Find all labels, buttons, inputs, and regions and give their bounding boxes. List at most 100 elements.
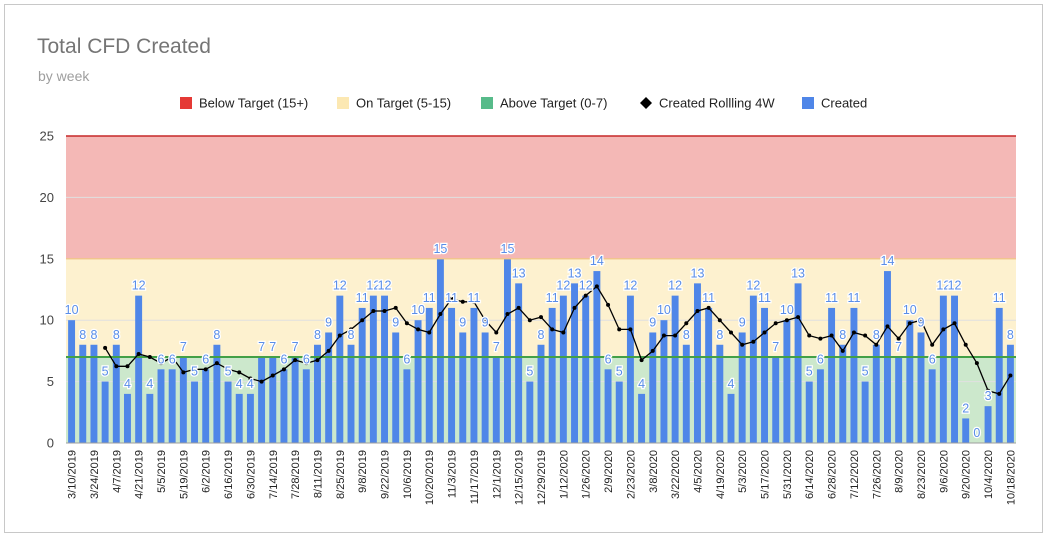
- bar-4/12/2020: [705, 307, 713, 443]
- bar-label-4/14/2019: 4: [124, 377, 131, 391]
- rolling-point-6/21/2020: [818, 336, 823, 341]
- bar-1/12/2020: [559, 295, 567, 443]
- rolling-point-3/31/2019: [103, 345, 108, 350]
- bar-label-3/15/2020: 10: [657, 303, 671, 317]
- legend-on-target-swatch: [337, 97, 349, 109]
- bar-6/2/2019: [202, 369, 210, 443]
- rolling-point-10/20/2019: [427, 330, 432, 335]
- rolling-point-9/8/2019: [360, 318, 365, 323]
- bar-5/17/2020: [761, 307, 768, 443]
- bar-8/23/2020: [917, 332, 925, 443]
- bar-label-2/2/2020: 14: [590, 254, 604, 268]
- x-tick-5/31/2020: 5/31/2020: [782, 450, 794, 499]
- bar-label-8/4/2019: 6: [303, 352, 310, 366]
- bar-7/28/2019: [291, 357, 299, 443]
- bar-6/28/2020: [828, 307, 836, 443]
- bar-1/19/2020: [571, 283, 578, 443]
- bar-5/19/2019: [179, 357, 187, 443]
- legend-on-target-label: On Target (5-15): [356, 96, 451, 111]
- bar-3/15/2020: [660, 320, 668, 443]
- rolling-point-8/25/2019: [337, 333, 342, 338]
- x-tick-7/28/2019: 7/28/2019: [290, 450, 302, 499]
- bar-label-11/24/2019: 9: [482, 315, 489, 329]
- bar-10/11/2020: [995, 307, 1003, 443]
- bar-label-7/21/2019: 6: [280, 352, 287, 366]
- y-tick-20: 20: [40, 190, 54, 205]
- bar-7/7/2019: [258, 357, 266, 443]
- bar-label-3/24/2019: 8: [90, 328, 97, 342]
- rolling-point-12/29/2019: [539, 315, 543, 320]
- bar-label-7/5/2020: 8: [839, 328, 846, 342]
- bar-label-2/16/2020: 5: [616, 365, 623, 379]
- bar-3/10/2019: [68, 320, 76, 443]
- bar-label-4/26/2020: 4: [728, 377, 735, 391]
- bar-label-10/27/2019: 15: [433, 242, 447, 256]
- bar-label-3/10/2019: 10: [65, 303, 79, 317]
- bar-label-1/26/2020: 12: [579, 279, 593, 293]
- bar-10/4/2020: [984, 406, 992, 443]
- rolling-point-5/19/2019: [181, 370, 186, 375]
- x-tick-6/30/2019: 6/30/2019: [245, 450, 257, 499]
- rolling-point-11/24/2019: [483, 318, 488, 323]
- bar-10/27/2019: [436, 258, 444, 443]
- rolling-point-10/27/2019: [438, 312, 443, 317]
- bar-label-10/18/2020: 8: [1007, 328, 1014, 342]
- rolling-point-9/15/2019: [371, 308, 376, 313]
- x-tick-3/22/2020: 3/22/2020: [670, 450, 682, 499]
- bar-3/24/2019: [90, 344, 98, 443]
- bar-label-4/19/2020: 8: [716, 328, 723, 342]
- bar-label-1/5/2020: 11: [546, 291, 559, 305]
- bar-6/21/2020: [816, 369, 824, 443]
- rolling-point-2/23/2020: [628, 327, 633, 332]
- bar-8/18/2019: [325, 332, 333, 443]
- rolling-point-6/16/2019: [226, 367, 231, 372]
- bar-8/25/2019: [336, 295, 344, 443]
- bar-3/22/2020: [671, 295, 679, 443]
- bar-5/10/2020: [749, 295, 757, 443]
- x-tick-6/2/2019: 6/2/2019: [201, 450, 213, 493]
- bar-7/5/2020: [839, 344, 847, 443]
- bar-label-2/23/2020: 12: [623, 279, 637, 293]
- x-tick-6/14/2020: 6/14/2020: [804, 450, 816, 499]
- bar-3/8/2020: [649, 332, 657, 443]
- rolling-point-3/1/2020: [639, 358, 644, 363]
- bar-10/13/2019: [414, 320, 422, 443]
- x-tick-10/18/2020: 10/18/2020: [1005, 450, 1017, 505]
- x-tick-7/14/2019: 7/14/2019: [268, 450, 280, 499]
- rolling-point-5/5/2019: [159, 361, 163, 366]
- x-tick-8/11/2019: 8/11/2019: [312, 450, 324, 498]
- y-tick-15: 15: [40, 251, 54, 266]
- bar-4/26/2020: [727, 393, 735, 443]
- bar-8/30/2020: [928, 369, 936, 443]
- bar-9/29/2019: [392, 332, 400, 443]
- bar-11/24/2019: [481, 332, 489, 443]
- rolling-point-8/11/2019: [315, 358, 320, 363]
- x-tick-10/6/2019: 10/6/2019: [402, 450, 414, 499]
- bar-2/16/2020: [615, 381, 623, 443]
- bar-4/7/2019: [112, 344, 120, 443]
- x-tick-10/4/2020: 10/4/2020: [983, 450, 995, 499]
- rolling-point-8/23/2020: [919, 318, 923, 323]
- chart-subtitle: by week: [38, 68, 90, 84]
- bar-6/30/2019: [246, 393, 254, 443]
- bar-9/8/2019: [358, 307, 366, 443]
- bar-label-12/29/2019: 8: [538, 328, 545, 342]
- bar-8/11/2019: [314, 344, 321, 443]
- bar-label-6/16/2019: 5: [225, 365, 232, 379]
- rolling-point-10/11/2020: [997, 391, 1002, 396]
- bar-label-3/1/2020: 4: [638, 377, 645, 391]
- bar-4/28/2019: [146, 393, 154, 443]
- bar-label-9/15/2019: 12: [366, 279, 380, 293]
- rolling-point-1/19/2020: [572, 305, 577, 310]
- bar-12/29/2019: [537, 344, 545, 443]
- rolling-point-8/18/2019: [326, 348, 331, 353]
- x-tick-7/12/2020: 7/12/2020: [849, 450, 861, 499]
- bar-12/22/2019: [526, 381, 534, 443]
- bar-7/21/2019: [280, 369, 288, 443]
- rolling-point-12/8/2019: [505, 312, 510, 317]
- bar-3/31/2019: [101, 381, 109, 443]
- rolling-point-4/21/2019: [136, 351, 141, 356]
- rolling-point-8/30/2020: [930, 342, 935, 347]
- rolling-point-5/31/2020: [784, 318, 789, 323]
- bar-2/23/2020: [626, 295, 634, 443]
